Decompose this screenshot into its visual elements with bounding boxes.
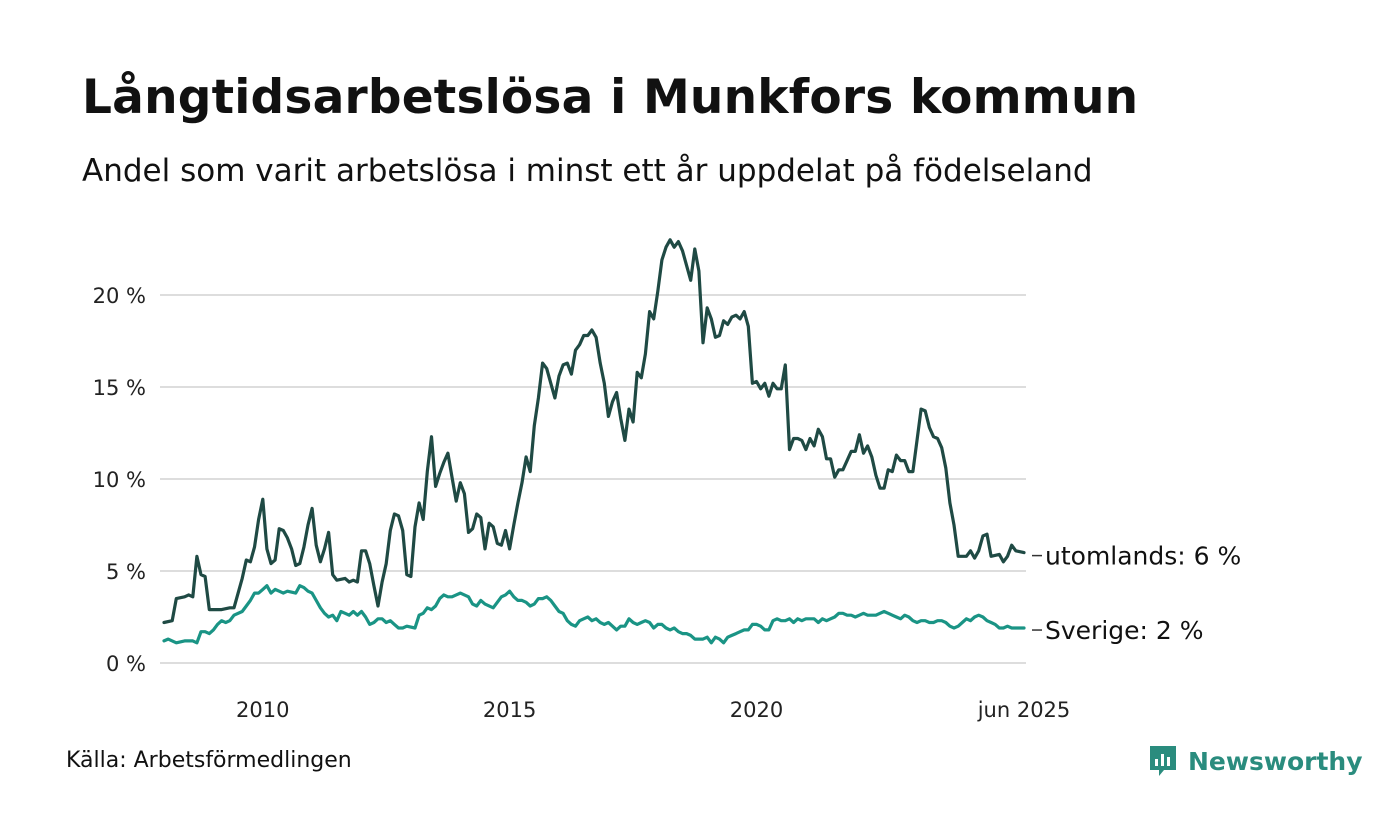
y-tick-label: 15 %: [93, 376, 146, 400]
end-label-sverige: Sverige: 2 %: [1045, 616, 1204, 645]
series-layer: [162, 238, 1026, 645]
x-tick-label: 2015: [483, 698, 536, 722]
series-end-labels: utomlands: 6 % Sverige: 2 %: [1032, 542, 1241, 645]
chart-title: Långtidsarbetslösa i Munkfors kommun: [82, 70, 1139, 125]
x-tick-label: 2020: [730, 698, 783, 722]
series-line-utomlands: [162, 238, 1026, 625]
series-line-sverige: [162, 584, 1026, 645]
y-tick-label: 5 %: [106, 560, 146, 584]
y-tick-label: 0 %: [106, 652, 146, 676]
newsworthy-logo-icon: [1150, 746, 1176, 776]
grid-layer: [160, 294, 1026, 664]
chart-subtitle: Andel som varit arbetslösa i minst ett å…: [82, 153, 1093, 189]
y-tick-label: 10 %: [93, 468, 146, 492]
y-tick-label: 20 %: [93, 284, 146, 308]
end-label-utomlands: utomlands: 6 %: [1045, 542, 1241, 571]
x-tick-label: 2010: [236, 698, 289, 722]
y-axis-labels: 0 % 5 % 10 % 15 % 20 %: [93, 284, 146, 676]
brand-name: Newsworthy: [1188, 746, 1363, 776]
brand-logo: Newsworthy: [1148, 744, 1363, 778]
x-tick-label: jun 2025: [977, 698, 1071, 722]
source-note: Källa: Arbetsförmedlingen: [66, 748, 352, 773]
x-axis-labels: 2010 2015 2020 jun 2025: [236, 698, 1070, 722]
